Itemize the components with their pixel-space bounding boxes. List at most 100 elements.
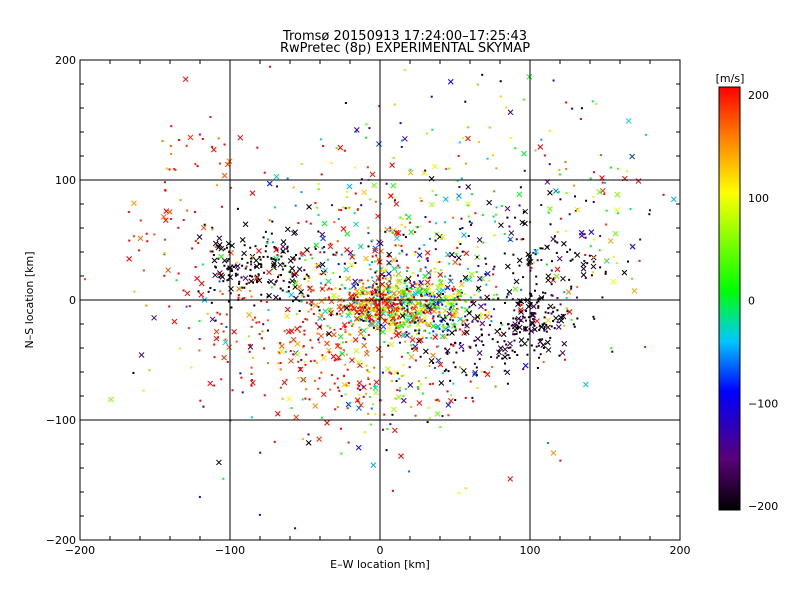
data-point-dot	[392, 301, 395, 304]
data-point-dot	[371, 315, 374, 318]
data-point-dot	[559, 303, 562, 306]
data-point-dot	[599, 266, 602, 269]
data-point-dot	[417, 380, 420, 383]
data-point-dot	[347, 333, 350, 336]
data-point-dot	[408, 304, 411, 307]
data-point-dot	[492, 154, 495, 157]
data-point-dot	[226, 279, 229, 282]
data-point-cross	[363, 350, 370, 357]
data-point-dot	[417, 303, 420, 306]
data-point-dot	[259, 451, 262, 454]
data-point-dot	[530, 311, 533, 314]
data-point-dot	[439, 426, 442, 429]
data-point-dot	[447, 325, 450, 328]
data-point-cross	[358, 309, 365, 316]
data-point-dot	[365, 136, 368, 139]
data-point-cross	[426, 321, 432, 328]
data-point-dot	[421, 392, 424, 395]
data-point-cross	[508, 230, 515, 236]
data-point-dot	[470, 223, 473, 226]
data-point-dot	[493, 234, 496, 237]
data-point-dot	[564, 161, 567, 164]
data-point-cross	[437, 361, 444, 368]
data-point-dot	[326, 258, 329, 261]
data-point-dot	[384, 293, 387, 296]
data-point-dot	[541, 296, 544, 299]
data-point-dot	[505, 296, 508, 299]
data-point-dot	[431, 382, 434, 385]
data-point-dot	[402, 394, 405, 397]
data-point-dot	[515, 326, 518, 329]
y-tick-label: −100	[46, 414, 76, 427]
data-point-dot	[263, 171, 266, 174]
data-point-dot	[336, 312, 339, 315]
data-point-dot	[430, 336, 433, 339]
data-point-dot	[392, 296, 395, 299]
data-point-dot	[538, 338, 541, 341]
data-point-dot	[284, 350, 287, 353]
data-point-cross	[556, 255, 563, 262]
data-point-dot	[397, 326, 400, 329]
data-point-dot	[418, 247, 421, 250]
data-point-dot	[518, 204, 521, 207]
data-point-dot	[168, 168, 171, 171]
data-point-dot	[544, 311, 547, 314]
data-point-dot	[355, 130, 358, 133]
data-point-dot	[266, 255, 269, 258]
data-point-dot	[294, 204, 297, 207]
data-point-dot	[365, 392, 368, 395]
data-point-dot	[317, 188, 320, 191]
data-point-dot	[545, 330, 548, 333]
data-point-dot	[374, 200, 377, 203]
data-point-cross	[461, 232, 467, 238]
data-point-cross	[285, 328, 292, 335]
data-point-dot	[611, 350, 614, 353]
data-point-dot	[410, 315, 413, 318]
data-point-dot	[327, 296, 330, 299]
data-point-dot	[436, 302, 439, 305]
data-point-dot	[368, 383, 371, 386]
grid-lines	[80, 60, 680, 540]
data-point-dot	[289, 350, 292, 353]
data-point-dot	[282, 251, 285, 254]
data-point-cross	[234, 263, 241, 269]
data-point-dot	[368, 307, 371, 310]
data-point-dot	[286, 250, 289, 253]
data-point-dot	[315, 322, 318, 325]
data-point-dot	[410, 311, 413, 314]
data-point-dot	[399, 321, 402, 324]
data-point-dot	[519, 344, 522, 347]
data-point-dot	[313, 359, 316, 362]
data-point-dot	[570, 318, 573, 321]
data-point-cross	[547, 206, 553, 212]
data-point-dot	[398, 315, 401, 318]
data-point-dot	[342, 349, 345, 352]
data-point-dot	[346, 207, 349, 210]
data-point-cross	[296, 266, 303, 272]
data-point-dot	[333, 359, 336, 362]
data-point-cross	[408, 354, 415, 360]
data-point-dot	[287, 290, 290, 293]
data-point-dot	[442, 323, 445, 326]
data-point-dot	[279, 368, 282, 371]
data-point-cross	[457, 316, 463, 323]
data-point-dot	[343, 262, 346, 265]
data-point-dot	[404, 388, 407, 391]
data-point-dot	[293, 280, 296, 283]
data-point-dot	[503, 340, 506, 343]
data-point-dot	[367, 376, 370, 379]
data-point-dot	[457, 298, 460, 301]
data-point-dot	[625, 170, 628, 173]
data-point-dot	[367, 334, 370, 337]
data-point-dot	[428, 364, 431, 367]
data-point-dot	[542, 346, 545, 349]
data-point-cross	[348, 302, 355, 308]
data-point-cross	[346, 309, 353, 316]
data-point-dot	[416, 385, 419, 388]
data-point-dot	[249, 274, 252, 277]
data-point-cross	[486, 199, 493, 206]
data-point-dot	[385, 319, 388, 322]
data-point-dot	[523, 316, 526, 319]
data-point-dot	[492, 273, 495, 276]
data-point-dot	[321, 247, 324, 250]
